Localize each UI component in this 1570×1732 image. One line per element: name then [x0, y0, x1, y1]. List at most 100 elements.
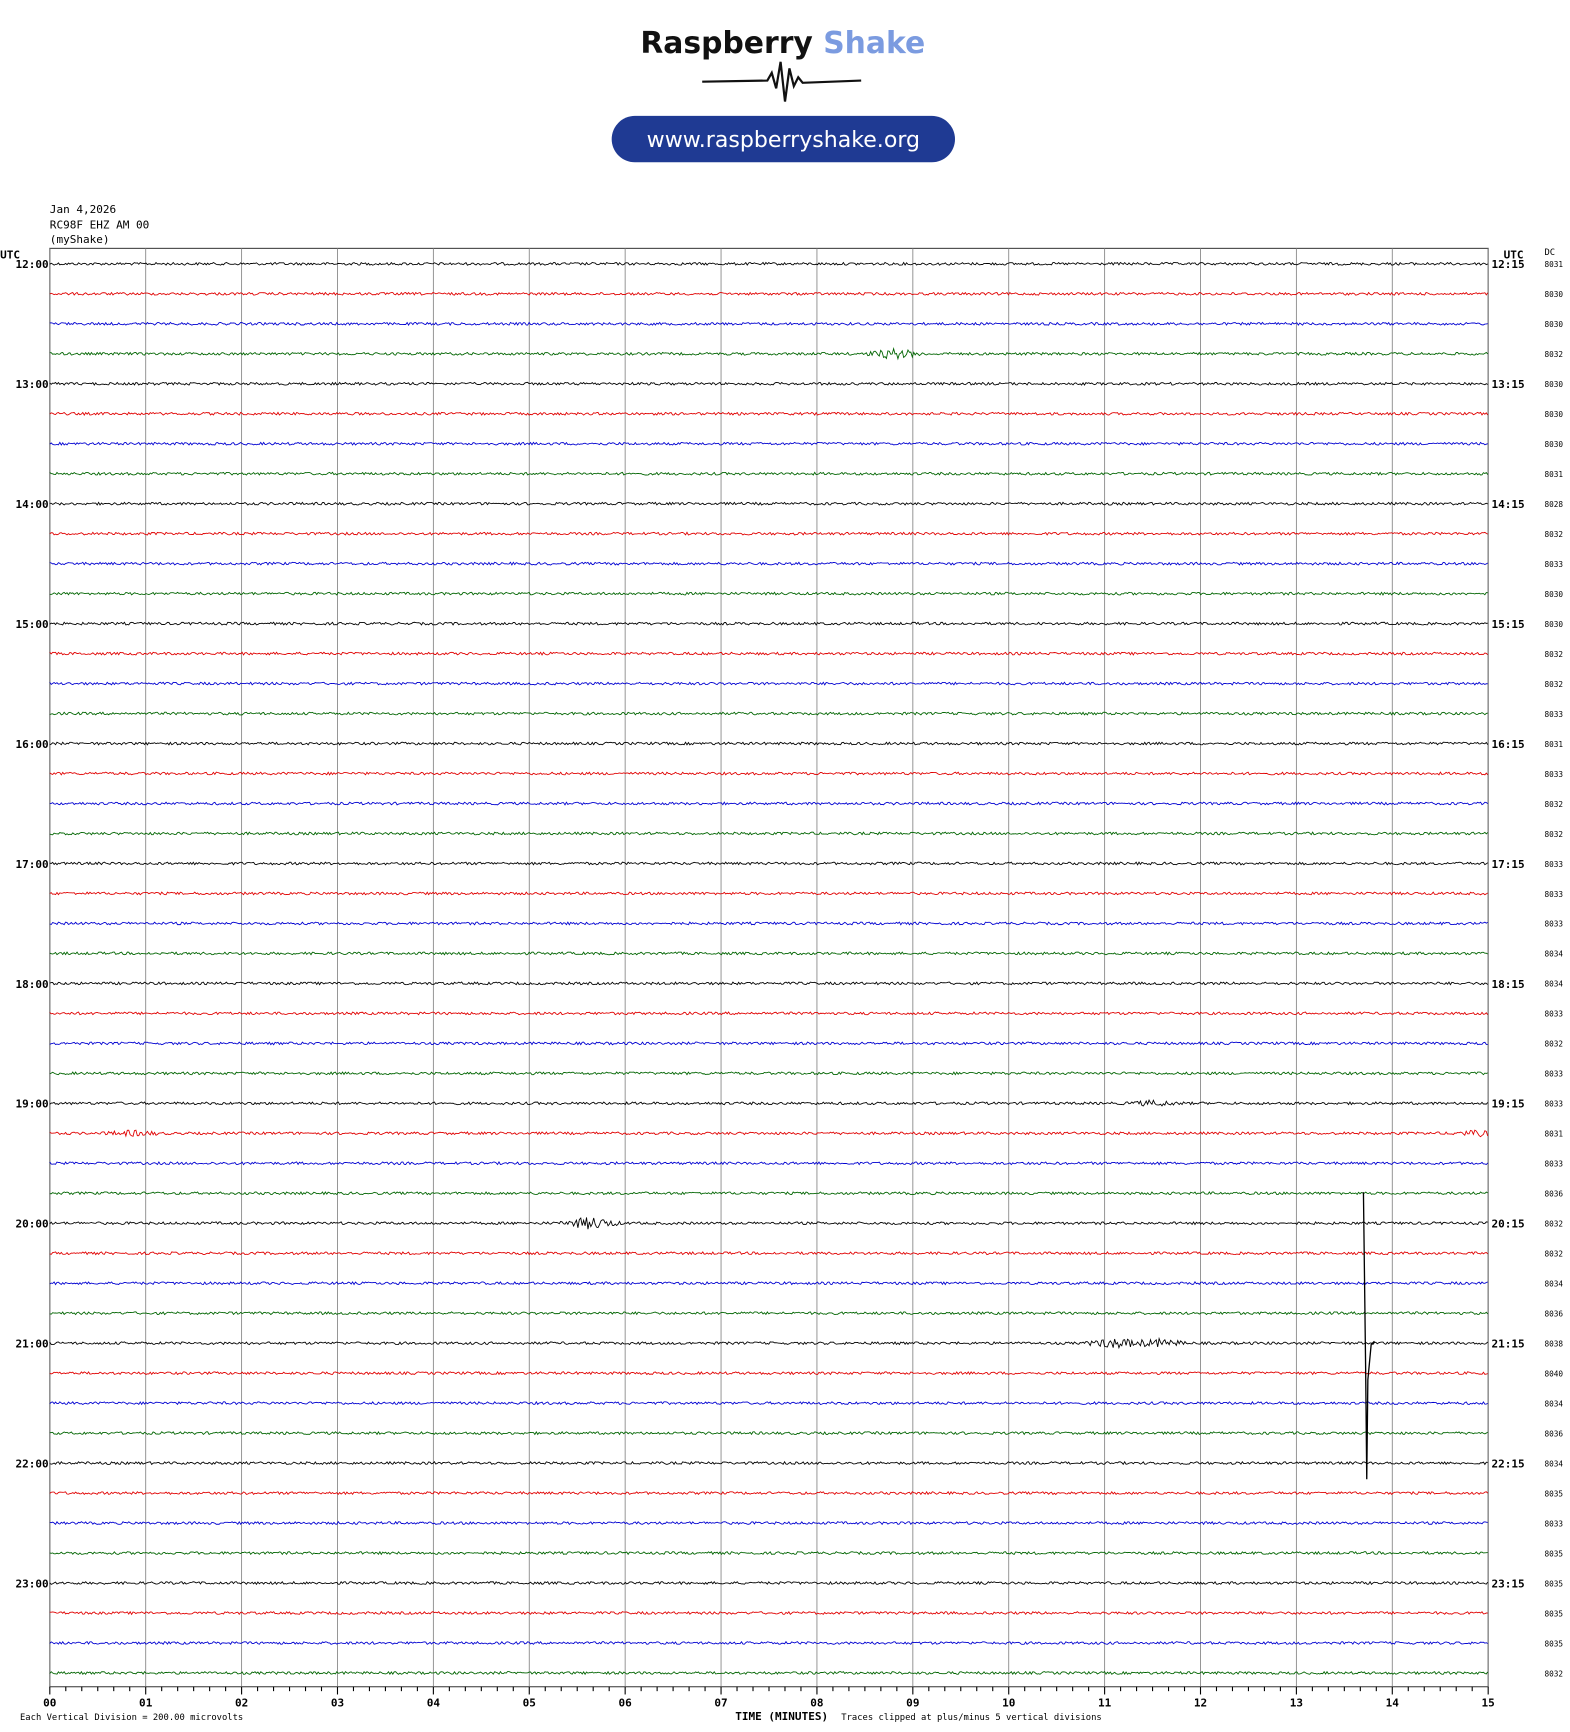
x-tick-label: 06 — [619, 1697, 633, 1710]
trace — [49, 441, 1488, 446]
dc-value: 8031 — [1544, 260, 1563, 269]
dc-label: DC — [1544, 248, 1555, 258]
trace — [49, 1129, 1489, 1138]
x-tick-label: 13 — [1290, 1697, 1303, 1710]
dc-value: 8036 — [1544, 1190, 1563, 1199]
dc-value: 8032 — [1544, 1040, 1563, 1049]
right-time-label: 16:15 — [1491, 738, 1524, 751]
trace — [49, 621, 1488, 626]
grid — [49, 248, 1489, 1695]
left-time-label: 18:00 — [16, 978, 49, 991]
x-tick-label: 10 — [1002, 1697, 1015, 1710]
x-tick-label: 04 — [427, 1697, 441, 1710]
trace — [49, 831, 1489, 836]
trace — [49, 471, 1489, 476]
trace — [49, 1311, 1489, 1316]
dc-value: 8033 — [1544, 710, 1563, 719]
trace — [49, 321, 1488, 326]
dc-value: 8032 — [1544, 1220, 1563, 1229]
trace — [49, 1281, 1488, 1286]
right-time-label: 13:15 — [1491, 378, 1524, 391]
dc-value: 8036 — [1544, 1429, 1563, 1438]
dc-value: 8034 — [1544, 980, 1563, 989]
trace — [49, 591, 1488, 596]
trace — [49, 291, 1489, 296]
left-time-label: 23:00 — [16, 1577, 49, 1590]
spike — [1362, 1192, 1375, 1480]
owner: (myShake) — [50, 233, 110, 246]
x-tick-label: 02 — [235, 1697, 248, 1710]
dc-value: 8030 — [1544, 320, 1563, 329]
dc-value: 8034 — [1544, 1280, 1563, 1289]
right-time-label: 22:15 — [1491, 1458, 1524, 1471]
dc-value: 8035 — [1544, 1579, 1563, 1588]
x-tick-label: 03 — [331, 1697, 344, 1710]
clip-note: Traces clipped at plus/minus 5 vertical … — [841, 1713, 1101, 1723]
station: RC98F EHZ AM 00 — [50, 219, 149, 232]
dc-value: 8033 — [1544, 1070, 1563, 1079]
x-tick-label: 09 — [906, 1697, 919, 1710]
x-tick-label: 15 — [1482, 1697, 1495, 1710]
dc-value: 8030 — [1544, 290, 1563, 299]
dc-value: 8035 — [1544, 1639, 1563, 1648]
right-time-label: 18:15 — [1491, 978, 1524, 991]
trace — [49, 1550, 1488, 1556]
trace — [49, 561, 1488, 566]
trace — [49, 531, 1488, 536]
trace — [49, 981, 1489, 986]
dc-value: 8038 — [1544, 1339, 1563, 1348]
dc-value: 8032 — [1544, 350, 1563, 359]
trace — [49, 261, 1488, 266]
dc-value: 8034 — [1544, 1459, 1563, 1468]
dc-value: 8032 — [1544, 530, 1563, 539]
dc-value: 8033 — [1544, 890, 1563, 899]
dc-value: 8034 — [1544, 950, 1563, 959]
dc-value: 8032 — [1544, 800, 1563, 809]
trace — [49, 1217, 1488, 1230]
trace — [49, 1580, 1489, 1586]
trace — [49, 861, 1489, 866]
trace — [49, 1161, 1489, 1166]
trace — [49, 1400, 1488, 1406]
trace — [49, 347, 1489, 361]
trace — [49, 1490, 1489, 1496]
dc-value: 8033 — [1544, 560, 1563, 569]
left-time-label: 12:00 — [16, 258, 49, 271]
trace — [49, 1371, 1488, 1376]
right-time-label: 14:15 — [1491, 498, 1524, 511]
right-time-label: 15:15 — [1491, 618, 1524, 631]
trace — [49, 1430, 1488, 1436]
date: Jan 4,2026 — [50, 203, 116, 216]
trace — [49, 501, 1488, 506]
x-tick-label: 14 — [1386, 1697, 1400, 1710]
trace — [49, 1336, 1489, 1350]
right-time-label: 21:15 — [1491, 1338, 1524, 1351]
dc-value: 8031 — [1544, 470, 1563, 479]
logo-wave — [702, 61, 862, 102]
dc-value: 8032 — [1544, 650, 1563, 659]
dc-value: 8033 — [1544, 920, 1563, 929]
left-time-label: 17:00 — [16, 858, 49, 871]
dc-value: 8033 — [1544, 1100, 1563, 1109]
dc-value: 8033 — [1544, 770, 1563, 779]
trace — [49, 411, 1489, 416]
dc-value: 8033 — [1544, 1519, 1563, 1528]
dc-value: 8033 — [1544, 1010, 1563, 1019]
x-tick-label: 08 — [810, 1697, 823, 1710]
left-time-label: 21:00 — [16, 1338, 49, 1351]
right-unit: UTC — [1504, 248, 1524, 261]
right-time-label: 19:15 — [1491, 1098, 1524, 1111]
trace — [49, 1460, 1488, 1466]
dc-value: 8036 — [1544, 1309, 1563, 1318]
dc-value: 8035 — [1544, 1489, 1563, 1498]
trace — [49, 1041, 1488, 1046]
trace — [49, 921, 1488, 926]
x-tick-label: 12 — [1194, 1697, 1207, 1710]
left-time-label: 15:00 — [16, 618, 49, 631]
dc-value: 8033 — [1544, 860, 1563, 869]
dc-value: 8031 — [1544, 740, 1563, 749]
dc-value: 8034 — [1544, 1399, 1563, 1408]
trace — [49, 771, 1489, 776]
x-tick-label: 11 — [1098, 1697, 1112, 1710]
